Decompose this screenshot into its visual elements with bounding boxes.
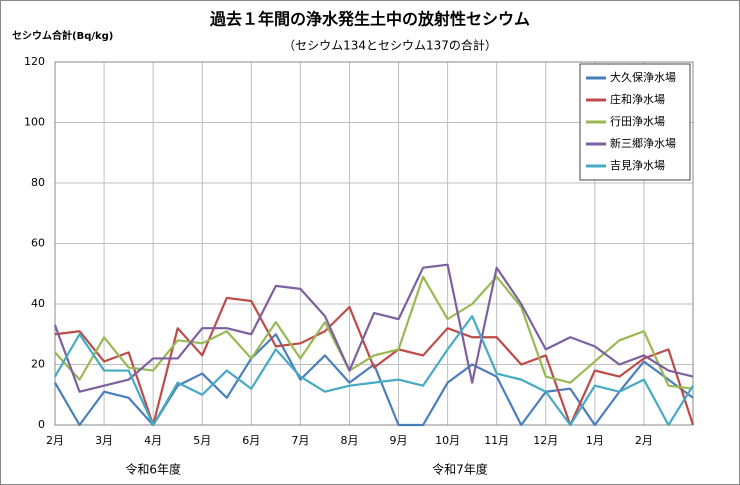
y-tick-label: 20 — [31, 358, 45, 371]
chart-title: 過去１年間の浄水発生土中の放射性セシウム — [209, 10, 530, 29]
x-tick-label: 5月 — [193, 434, 211, 447]
series-line — [54, 315, 694, 427]
y-axis-label: セシウム合計(Bq/kg) — [12, 29, 113, 42]
x-tick-label: 7月 — [291, 434, 309, 447]
x-tick-label: 8月 — [340, 434, 358, 447]
x-tick-label: 3月 — [95, 434, 113, 447]
series-line — [54, 296, 695, 427]
period-label: 令和6年度 — [125, 462, 181, 477]
plot-frame — [54, 61, 694, 426]
x-tick-label: 1月 — [586, 434, 604, 447]
legend-label: 庄和浄水場 — [610, 92, 665, 106]
x-tick-label: 2月 — [635, 434, 653, 447]
chart-subtitle: （セシウム134とセシウム137の合計） — [283, 38, 497, 53]
y-tick-label: 0 — [38, 418, 45, 431]
series-line — [53, 263, 694, 393]
y-tick-label: 80 — [31, 176, 45, 189]
y-tick-label: 60 — [31, 237, 45, 250]
x-tick-label: 6月 — [242, 434, 260, 447]
legend-label: 吉見浄水場 — [610, 158, 665, 172]
legend-label: 新三郷浄水場 — [610, 136, 676, 150]
x-tick-label: 2月 — [46, 434, 64, 447]
y-tick-label: 100 — [24, 116, 45, 129]
x-tick-label: 11月 — [484, 434, 509, 447]
y-tick-label: 40 — [31, 297, 45, 310]
x-tick-label: 10月 — [435, 434, 460, 447]
legend-label: 大久保浄水場 — [610, 70, 676, 84]
x-tick-label: 12月 — [533, 434, 558, 447]
series-line — [54, 275, 694, 390]
y-tick-label: 120 — [24, 55, 45, 68]
x-tick-label: 9月 — [390, 434, 408, 447]
x-tick-label: 4月 — [144, 434, 162, 447]
period-label: 令和7年度 — [432, 462, 488, 477]
legend-label: 行田浄水場 — [610, 114, 665, 128]
